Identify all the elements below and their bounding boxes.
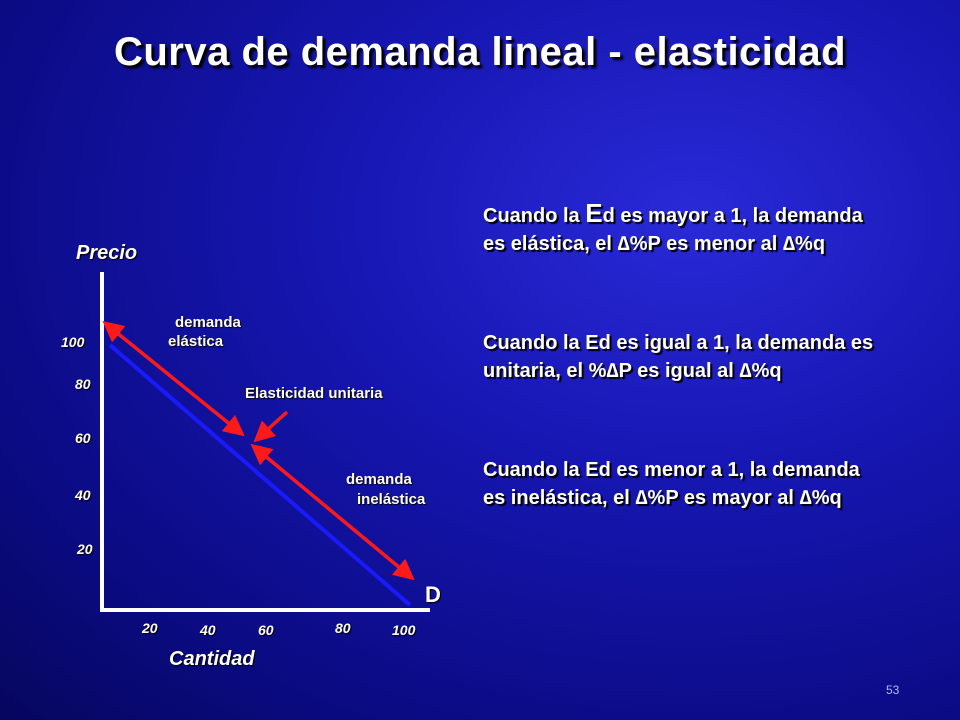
- elastic-explanation-big-letter: E: [585, 198, 603, 228]
- demand-curve-label: D: [425, 582, 441, 607]
- inelastic-label-line2: inelástica: [357, 491, 426, 508]
- x-tick: 20: [142, 620, 158, 636]
- inelastic-explanation: Cuando la Ed es menor a 1, la demanda es…: [483, 459, 860, 509]
- unit-explanation: Cuando la Ed es igual a 1, la demanda es…: [483, 332, 874, 382]
- y-tick: 100: [61, 334, 85, 350]
- elastic-explanation: Cuando la Ed es mayor a 1, la demanda es…: [483, 199, 883, 258]
- y-tick: 20: [77, 541, 93, 557]
- y-tick: 60: [75, 430, 91, 446]
- inelastic-label-line1: demanda: [346, 471, 412, 488]
- elastic-arrow: [102, 320, 245, 437]
- y-axis-label: Precio: [76, 242, 138, 264]
- x-tick: 80: [335, 620, 351, 636]
- elastic-label-line2: elástica: [168, 333, 224, 350]
- slide-title: Curva de demanda lineal - elasticidad: [113, 30, 847, 74]
- y-tick: 80: [75, 376, 91, 392]
- x-tick: 100: [392, 622, 416, 638]
- unit-elasticity-arrow: [253, 410, 289, 443]
- inelastic-arrow: [250, 443, 415, 581]
- x-tick: 40: [200, 622, 216, 638]
- x-axis-label: Cantidad: [169, 648, 255, 670]
- unit-elasticity-label: Elasticidad unitaria: [245, 385, 383, 402]
- x-tick: 60: [258, 622, 274, 638]
- elastic-explanation-prefix: Cuando la: [483, 205, 586, 227]
- y-tick: 40: [75, 487, 91, 503]
- elastic-explanation-rest: d es mayor a 1, la demanda es elástica, …: [483, 205, 863, 255]
- elastic-label-line1: demanda: [175, 314, 241, 331]
- page-number: 53: [886, 683, 900, 697]
